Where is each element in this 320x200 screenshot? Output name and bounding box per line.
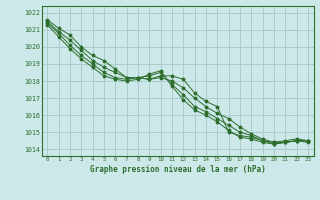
X-axis label: Graphe pression niveau de la mer (hPa): Graphe pression niveau de la mer (hPa) bbox=[90, 165, 266, 174]
